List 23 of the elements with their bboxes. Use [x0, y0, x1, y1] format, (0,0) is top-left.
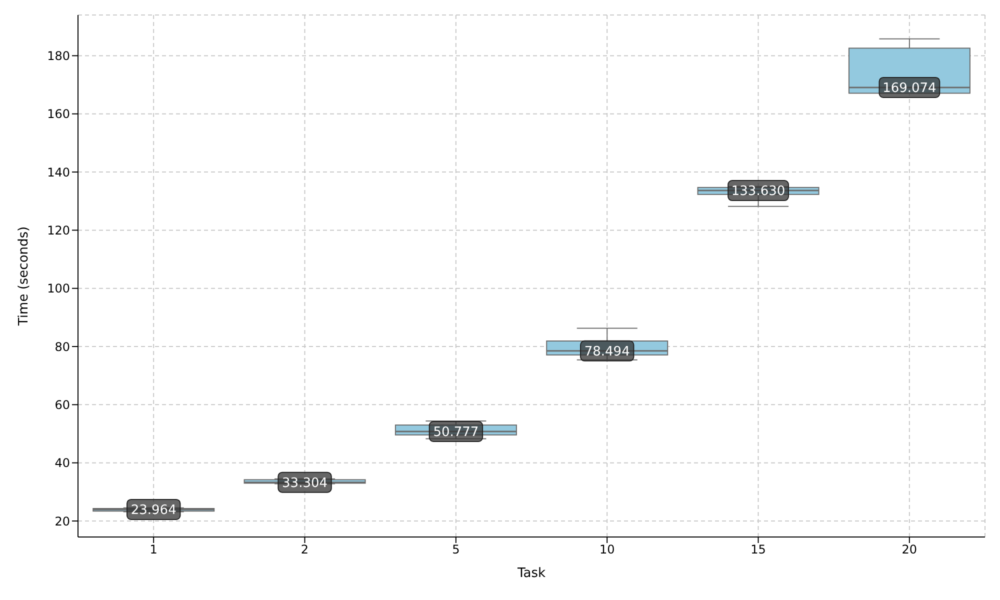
text: 169.074 [882, 80, 936, 96]
x-tick-label: 1 [150, 542, 158, 557]
y-tick-label: 120 [47, 223, 70, 238]
x-axis-title: Task [516, 566, 546, 581]
y-tick-label: 20 [54, 514, 70, 528]
y-axis-title: Time (seconds) [16, 226, 32, 327]
y-tick-label: 160 [47, 107, 70, 122]
x-tick-label: 10 [599, 542, 615, 557]
text: 33.304 [282, 476, 328, 491]
y-tick-label: 40 [54, 456, 70, 470]
x-tick-label: 2 [300, 542, 309, 557]
text: 50.777 [433, 425, 479, 440]
x-tick-label: 15 [750, 542, 766, 557]
text: 78.494 [584, 344, 630, 360]
y-tick-label: 80 [54, 340, 70, 354]
text: 23.964 [130, 502, 176, 518]
y-tick-label: 100 [47, 282, 70, 296]
text: 133.630 [731, 184, 786, 200]
y-tick-label: 60 [54, 398, 70, 412]
x-tick-label: 20 [902, 542, 918, 557]
y-tick-label: 180 [47, 48, 70, 63]
y-tick-label: 140 [47, 165, 70, 180]
x-tick-label: 5 [452, 542, 460, 557]
